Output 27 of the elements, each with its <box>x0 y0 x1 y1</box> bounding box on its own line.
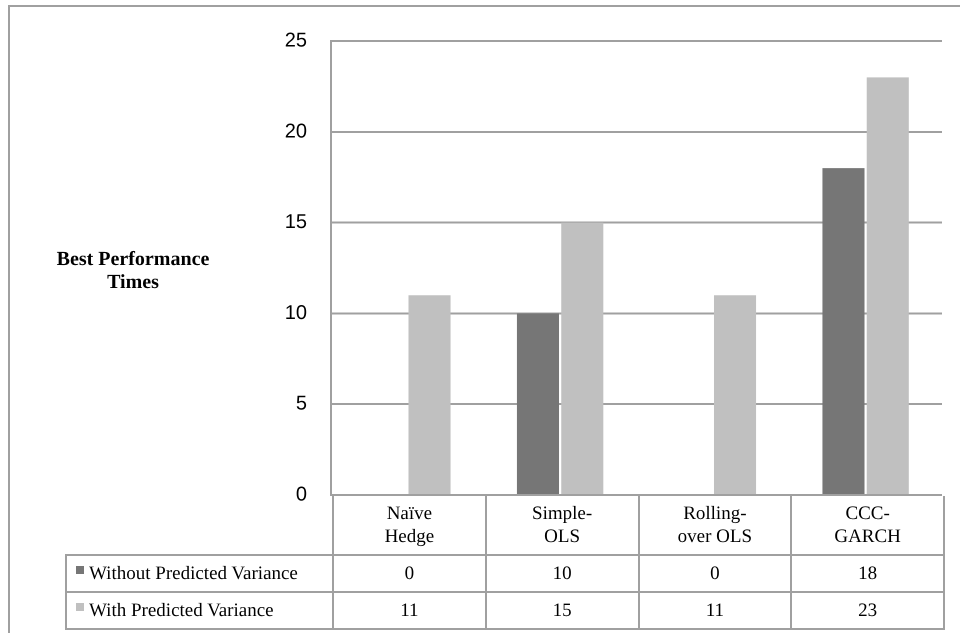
y-tick-label: 15 <box>284 211 307 234</box>
bar <box>561 222 604 494</box>
y-axis-title: Best Performance Times <box>56 248 210 293</box>
x-tick-label: Naïve Hedge <box>384 503 434 547</box>
bar <box>866 77 909 494</box>
y-tick-label: 5 <box>296 392 307 415</box>
y-tick-label: 10 <box>284 302 307 324</box>
bar <box>408 295 451 494</box>
legend-label: Without Predicted Variance <box>89 563 298 584</box>
x-tick-label: Simple-OLS <box>532 503 592 547</box>
bar <box>822 168 865 494</box>
x-tick-label: CCC-GARCH <box>834 503 901 547</box>
data-label: 0 <box>638 555 792 592</box>
data-label: 11 <box>333 592 486 629</box>
y-tick-label: 0 <box>296 484 307 506</box>
y-tick-label: 25 <box>284 30 307 52</box>
legend-label: With Predicted Variance <box>89 600 274 621</box>
data-label: 0 <box>333 555 486 592</box>
data-label: 15 <box>486 592 638 629</box>
x-tick-label: Rolling-over OLS <box>678 503 752 547</box>
data-label: 18 <box>791 555 944 592</box>
bar <box>516 313 560 494</box>
bar <box>714 295 756 494</box>
data-label: 11 <box>638 592 792 629</box>
y-tick-label: 20 <box>284 120 307 142</box>
data-label: 10 <box>486 555 638 592</box>
data-label: 23 <box>791 592 944 629</box>
